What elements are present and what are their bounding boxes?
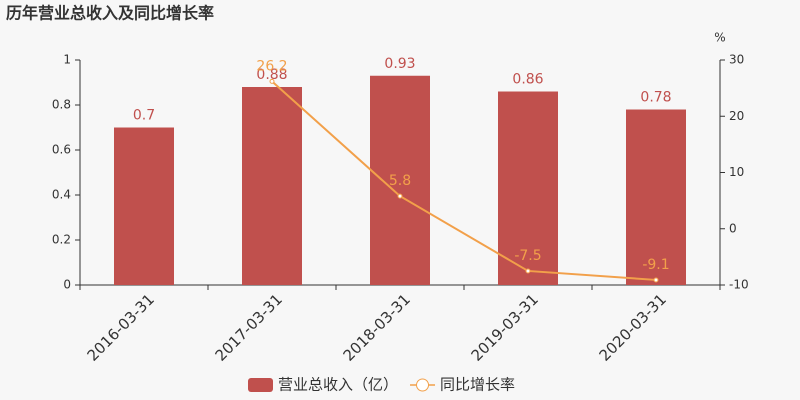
line-value-label: -7.5 (514, 248, 541, 264)
y-tick-label: 0.2 (52, 233, 71, 247)
bar (626, 109, 686, 285)
line-value-label: 5.8 (389, 173, 411, 189)
x-tick-label: 2017-03-31 (212, 290, 286, 364)
line-point (525, 268, 531, 274)
bar-value-label: 0.93 (384, 56, 415, 72)
legend-label: 同比增长率 (440, 376, 515, 394)
y2-axis-label: % (714, 31, 725, 45)
line-value-label: -9.1 (642, 257, 669, 273)
y2-tick-label: 30 (729, 53, 744, 67)
x-tick-label: 2020-03-31 (596, 290, 670, 364)
line-value-label: 26.2 (256, 58, 287, 74)
y2-tick-label: -10 (729, 278, 749, 292)
y2-tick-label: 10 (729, 165, 744, 179)
chart-title: 历年营业总收入及同比增长率 (6, 4, 214, 23)
y-tick-label: 0.6 (52, 143, 71, 157)
y-tick-label: 0.8 (52, 98, 71, 112)
x-tick-label: 2018-03-31 (340, 290, 414, 364)
line-point (397, 193, 403, 199)
legend-label: 营业总收入（亿） (278, 376, 398, 394)
x-tick-label: 2016-03-31 (84, 290, 158, 364)
bar-value-label: 0.88 (256, 67, 287, 83)
y-tick-label: 0 (63, 278, 71, 292)
bar (370, 75, 430, 285)
bar-value-label: 0.86 (512, 72, 543, 88)
line-point (269, 78, 275, 84)
bar-value-label: 0.78 (640, 90, 671, 106)
bar (114, 127, 174, 285)
y2-tick-label: 20 (729, 109, 744, 123)
bar-value-label: 0.7 (133, 108, 155, 124)
y2-tick-label: 0 (729, 221, 737, 235)
legend-swatch (416, 378, 430, 392)
bar (242, 87, 302, 285)
y-tick-label: 0.4 (52, 188, 71, 202)
y-tick-label: 1 (63, 53, 71, 67)
line (271, 80, 657, 281)
x-tick-label: 2019-03-31 (468, 290, 542, 364)
legend-swatch (248, 378, 273, 392)
line-point (653, 277, 659, 283)
bar (498, 91, 558, 285)
